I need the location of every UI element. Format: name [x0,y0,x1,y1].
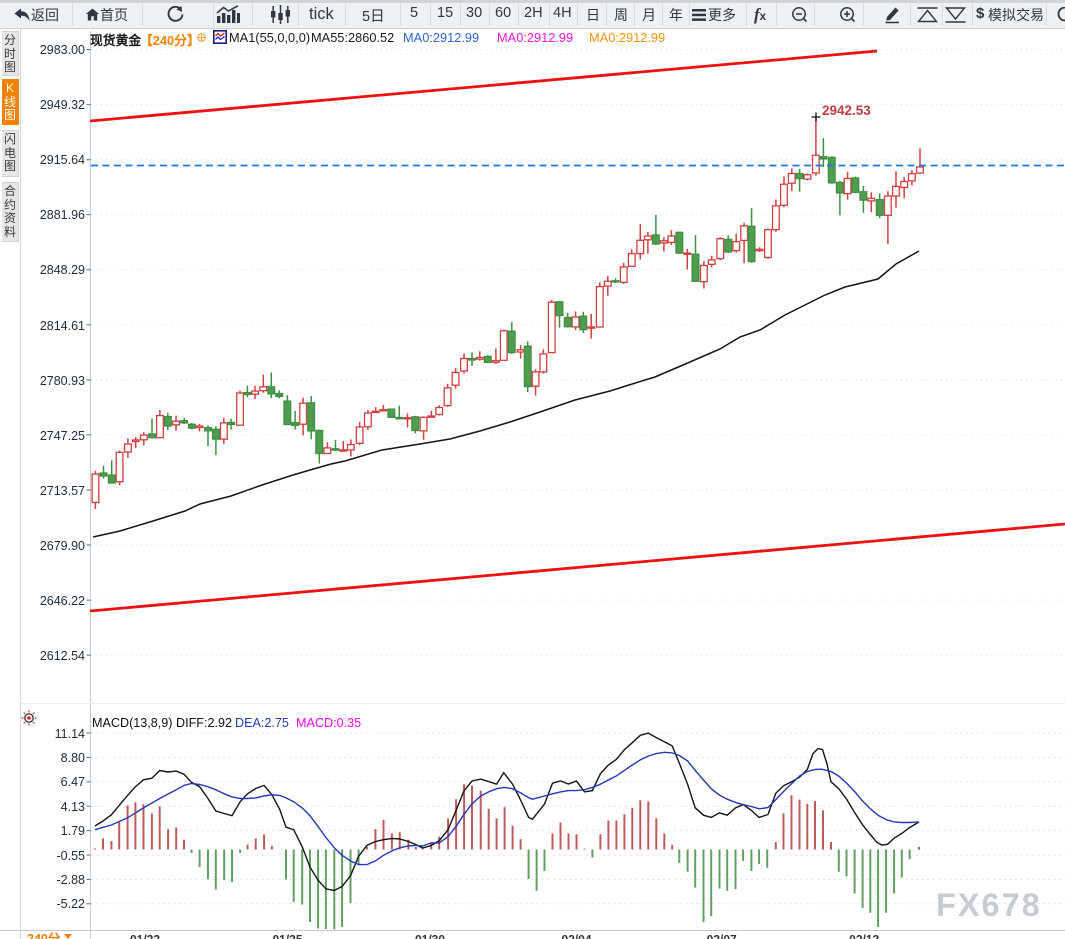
svg-text:02/04: 02/04 [561,933,591,939]
svg-text:01/30: 01/30 [415,933,445,939]
svg-text:01/25: 01/25 [272,933,302,939]
svg-text:FX678: FX678 [936,887,1042,923]
svg-text:02/07: 02/07 [707,933,737,939]
svg-text:240分: 240分 [27,931,61,939]
svg-text:02/12: 02/12 [849,933,879,939]
svg-text:2942.53: 2942.53 [822,103,871,118]
svg-text:01/22: 01/22 [130,933,160,939]
